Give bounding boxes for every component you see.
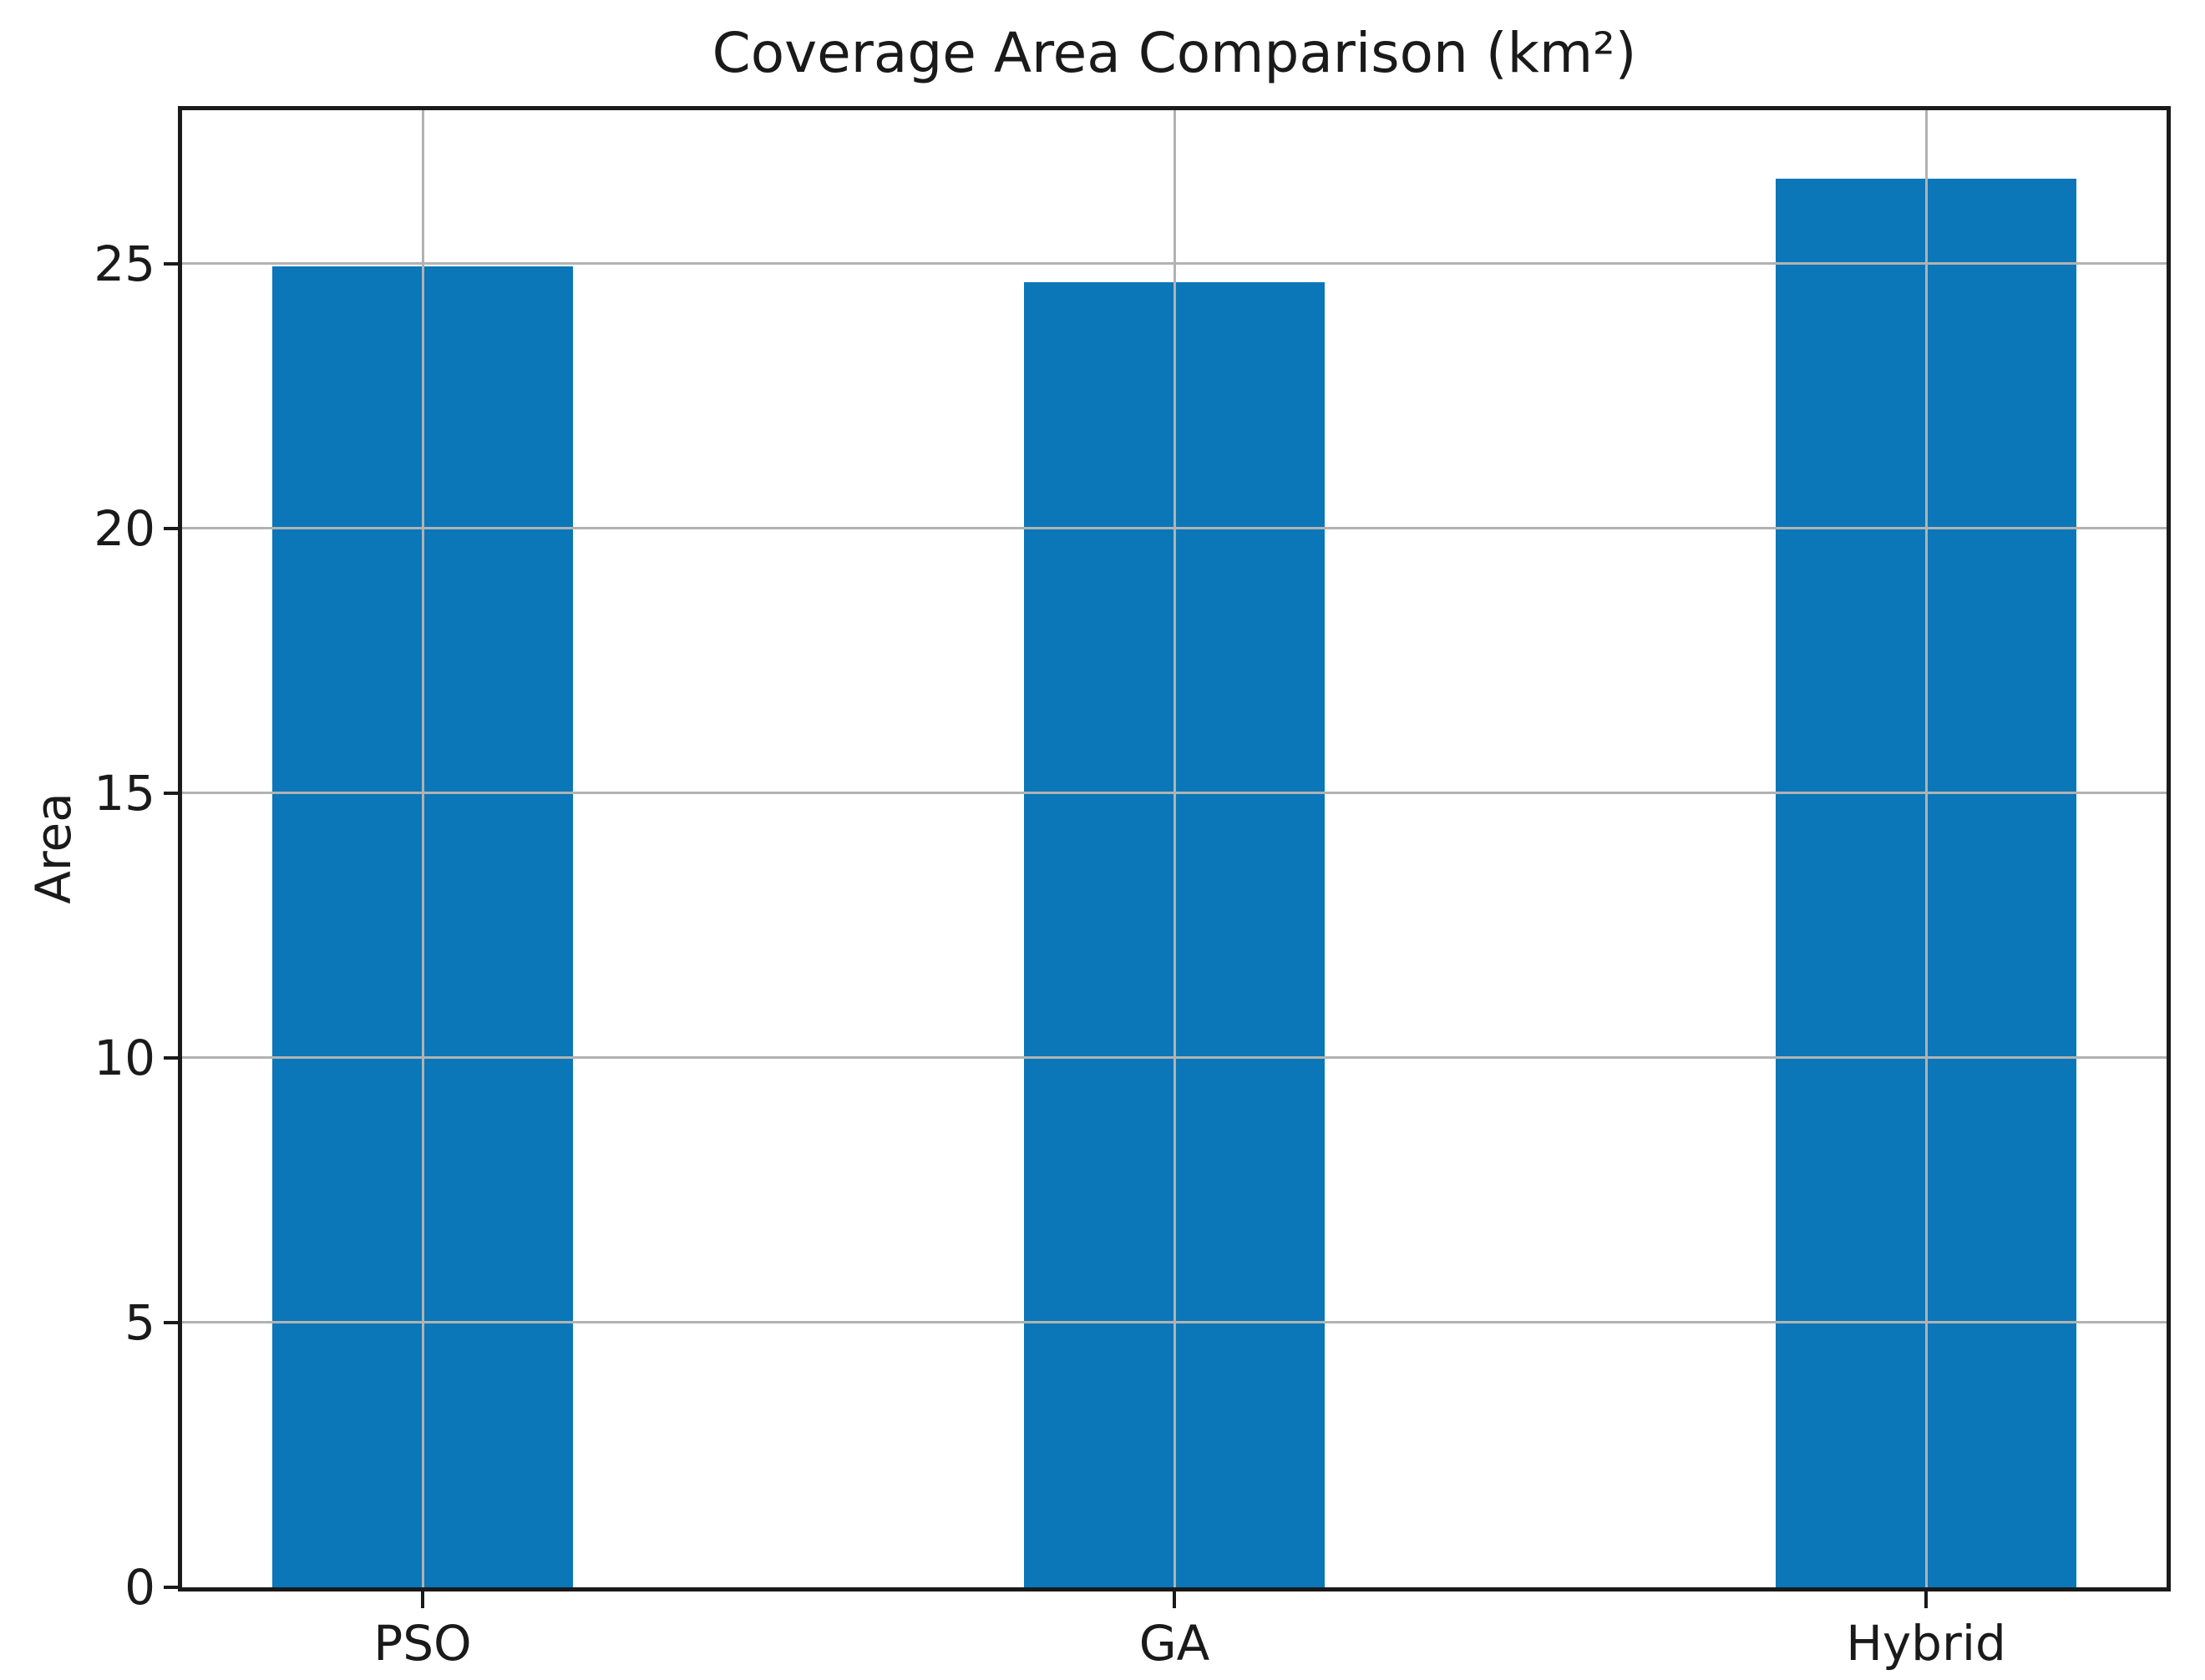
y-tick bbox=[164, 1320, 182, 1324]
v-gridline bbox=[1173, 110, 1176, 1587]
x-tick bbox=[1173, 1591, 1176, 1608]
y-tick bbox=[164, 1055, 182, 1060]
x-tick-label: Hybrid bbox=[1846, 1615, 2006, 1672]
v-gridline bbox=[421, 110, 424, 1587]
y-tick-label: 20 bbox=[94, 499, 155, 557]
x-tick bbox=[421, 1591, 424, 1608]
y-tick bbox=[164, 791, 182, 795]
chart-title: Coverage Area Comparison (km²) bbox=[712, 21, 1637, 85]
y-tick-label: 10 bbox=[94, 1029, 155, 1086]
y-tick bbox=[164, 1586, 182, 1589]
x-tick-label: GA bbox=[1138, 1615, 1210, 1672]
y-tick-label: 5 bbox=[124, 1293, 155, 1351]
y-tick bbox=[164, 526, 182, 530]
y-tick bbox=[164, 261, 182, 266]
x-tick bbox=[1924, 1591, 1928, 1608]
y-tick-label: 25 bbox=[94, 235, 155, 292]
x-tick-label: PSO bbox=[373, 1615, 472, 1672]
y-tick-label: 0 bbox=[124, 1559, 155, 1616]
y-tick-label: 15 bbox=[94, 764, 155, 822]
plot-area bbox=[178, 106, 2171, 1591]
v-gridline bbox=[1924, 110, 1928, 1587]
